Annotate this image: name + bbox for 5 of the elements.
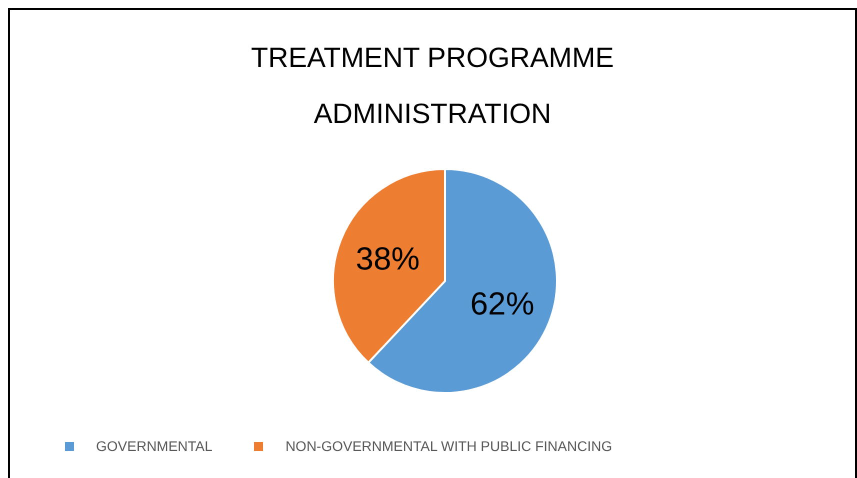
legend-label: NON-GOVERNMENTAL WITH PUBLIC FINANCING — [285, 438, 612, 454]
legend-label: GOVERNMENTAL — [96, 438, 212, 454]
data-label: 62% — [470, 286, 534, 322]
data-label: 38% — [356, 240, 420, 276]
chart-title: TREATMENT PROGRAMME ADMINISTRATION — [250, 41, 615, 131]
